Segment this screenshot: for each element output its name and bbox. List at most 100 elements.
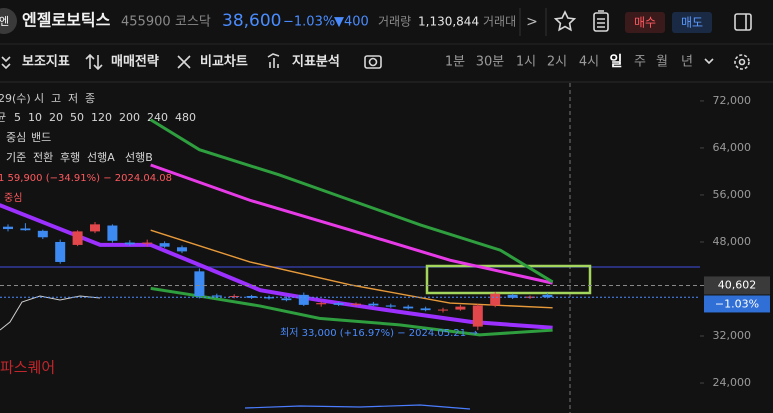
logo-text: 엔 bbox=[0, 15, 9, 28]
legend-ichimoku: 선행A bbox=[87, 151, 115, 164]
tool-button[interactable]: 보조지표 bbox=[22, 55, 70, 70]
legend-date: 29(수) bbox=[0, 92, 31, 105]
candle-body bbox=[455, 306, 466, 310]
settings-icon[interactable] bbox=[734, 54, 750, 70]
change-rate: −1.03% bbox=[283, 15, 335, 30]
candle-body bbox=[281, 298, 292, 301]
candle-body bbox=[403, 306, 414, 309]
stock-name: 엔젤로보틱스 bbox=[22, 11, 111, 30]
legend-ohlc: 저 bbox=[68, 92, 78, 105]
stock-code: 455900 bbox=[121, 15, 171, 30]
legend-ma: 120 bbox=[91, 111, 112, 124]
more-button[interactable] bbox=[519, 6, 545, 38]
legend-band: 중심 bbox=[6, 131, 26, 144]
legend-ma: 20 bbox=[49, 111, 63, 124]
memo-lines bbox=[597, 10, 605, 28]
analysis-icon[interactable] bbox=[267, 53, 280, 68]
candle-body bbox=[159, 243, 170, 247]
candle-body bbox=[3, 226, 13, 230]
candle-body bbox=[177, 247, 187, 252]
volume-label: 거래량 bbox=[378, 15, 411, 29]
candle-body bbox=[490, 293, 501, 306]
candle-body bbox=[107, 225, 118, 241]
period-button[interactable]: 년 bbox=[681, 55, 693, 70]
change: ▼400 bbox=[334, 15, 369, 30]
indicator-icon[interactable] bbox=[1, 56, 11, 70]
rate-box bbox=[704, 295, 770, 313]
candle-body bbox=[368, 303, 379, 306]
candle-body bbox=[124, 242, 135, 245]
indicator-line bbox=[149, 118, 554, 284]
market: 코스닥 bbox=[175, 15, 211, 30]
y-tick-label: 32,000 bbox=[713, 329, 752, 342]
tool-button[interactable]: 지표분석 bbox=[292, 55, 340, 70]
candle-body bbox=[211, 295, 222, 297]
candle-body bbox=[385, 305, 396, 307]
candle-body bbox=[316, 303, 327, 305]
memo-icon[interactable] bbox=[593, 12, 609, 32]
period-button[interactable]: 1분 bbox=[445, 55, 465, 70]
indicator-line bbox=[150, 163, 553, 285]
y-tick-label: 24,000 bbox=[713, 376, 752, 389]
legend-ohlc: 시 bbox=[34, 92, 44, 105]
legend-ma-label: 균 bbox=[0, 111, 6, 124]
compare-icon[interactable] bbox=[177, 55, 191, 69]
camera-icon[interactable] bbox=[364, 55, 382, 69]
legend-ma: 10 bbox=[28, 111, 42, 124]
legend-ma: 50 bbox=[70, 111, 84, 124]
candle-body bbox=[438, 309, 448, 311]
y-tick-label: 56,000 bbox=[713, 188, 752, 201]
settings-center bbox=[738, 58, 746, 66]
sub-indicator-line bbox=[244, 404, 471, 410]
period-button[interactable]: 4시 bbox=[579, 55, 599, 70]
period-button[interactable]: 1시 bbox=[516, 55, 536, 70]
favorite-icon[interactable] bbox=[553, 10, 577, 32]
candle-body bbox=[507, 294, 518, 298]
camera-lens bbox=[368, 57, 378, 67]
rate-label: −1.03% bbox=[715, 297, 759, 310]
candle-body bbox=[72, 231, 83, 245]
candle-body bbox=[298, 294, 309, 305]
legend-ichimoku: 후행 bbox=[60, 151, 80, 164]
low-note: 최저 33,000 (+16.97%) − 2024.05.21 → bbox=[280, 327, 478, 339]
legend-ma: 200 bbox=[119, 111, 140, 124]
legend-ohlc: 고 bbox=[51, 92, 61, 105]
period-button[interactable]: 주 bbox=[634, 55, 646, 70]
high-note: 1 59,900 (−34.91%) − 2024.04.08 bbox=[0, 173, 172, 184]
buy-button[interactable] bbox=[625, 12, 665, 33]
sell-button[interactable] bbox=[672, 12, 712, 33]
legend-ma: 240 bbox=[147, 111, 168, 124]
period-button[interactable]: 월 bbox=[656, 55, 668, 70]
candle-body bbox=[542, 294, 553, 298]
strategy-icon[interactable] bbox=[85, 53, 103, 71]
y-tick-label: 72,000 bbox=[713, 94, 752, 107]
period-button[interactable]: 2시 bbox=[547, 55, 567, 70]
candle-body bbox=[472, 305, 483, 327]
highlight-box bbox=[425, 264, 592, 295]
tool-button[interactable]: 매매전략 bbox=[111, 54, 159, 70]
center-label: 중심 bbox=[4, 192, 22, 204]
candle-body bbox=[420, 308, 431, 311]
candle-body bbox=[55, 241, 66, 262]
period-button[interactable]: 일 bbox=[610, 54, 623, 70]
tool-button[interactable]: 비교차트 bbox=[200, 54, 248, 70]
candle-body bbox=[194, 271, 205, 297]
amount-label: 거래대 bbox=[483, 15, 516, 29]
legend-ichimoku: 선행B bbox=[125, 151, 153, 164]
period-dropdown[interactable] bbox=[704, 58, 714, 65]
legend-ma: 5 bbox=[14, 111, 21, 124]
period-button[interactable]: 30분 bbox=[476, 55, 505, 70]
legend-ichimoku: 기준 bbox=[6, 151, 26, 164]
watermark: 파스퀘어 bbox=[0, 359, 55, 377]
panel-icon[interactable] bbox=[734, 13, 752, 31]
volume: 1,130,844 bbox=[418, 15, 479, 29]
candle-body bbox=[246, 296, 257, 298]
candle-body bbox=[20, 228, 31, 231]
indicator-line bbox=[0, 295, 101, 331]
candle-body bbox=[229, 296, 240, 298]
legend-ohlc: 종 bbox=[85, 92, 95, 105]
y-tick-label: 48,000 bbox=[713, 235, 752, 248]
price: 38,600 bbox=[222, 11, 281, 31]
candle-body bbox=[264, 297, 274, 299]
